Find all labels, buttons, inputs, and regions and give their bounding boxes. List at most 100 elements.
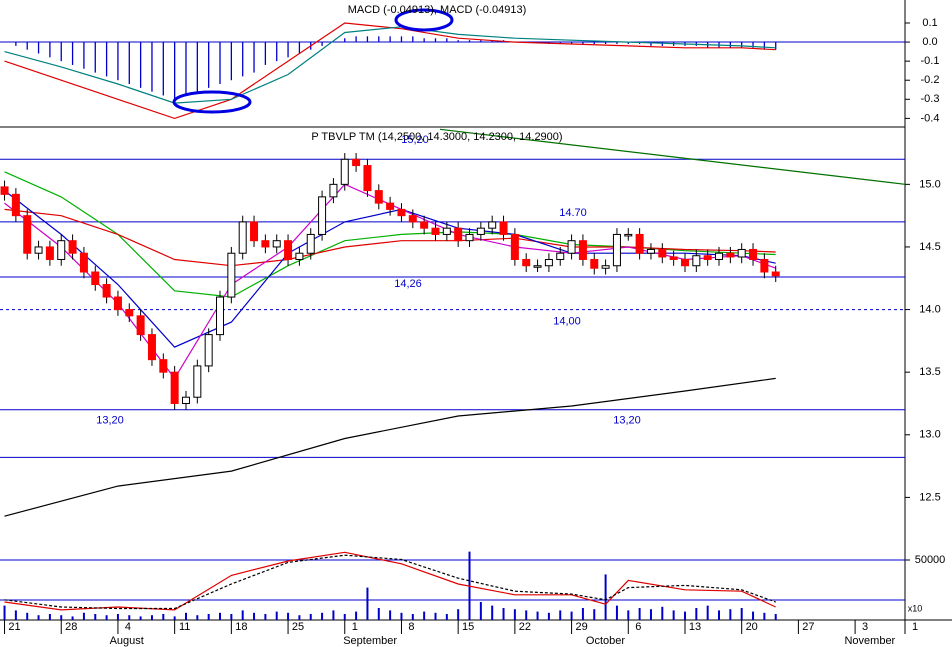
candle-body (91, 271, 100, 286)
candle-body (454, 227, 463, 242)
candle-body (68, 240, 77, 254)
candle-body (499, 221, 508, 235)
candle-body (442, 227, 451, 235)
candle-body (125, 309, 134, 317)
candle-body (408, 215, 417, 223)
candle-body (635, 233, 644, 254)
candle-body (216, 296, 225, 336)
candle-body (306, 233, 315, 254)
y-tick-label: -0.3 (921, 93, 940, 105)
price-title: P TBVLP TM (14,2500, 14.3000, 14.2300, 1… (311, 131, 562, 143)
candle-body (23, 215, 32, 254)
y-tick-label: 0.1 (922, 17, 937, 29)
y-tick-label: 50000 (915, 554, 946, 566)
candle-body (737, 248, 746, 258)
candle-body (510, 233, 519, 260)
candle-body (295, 252, 304, 260)
candle-body (624, 233, 633, 237)
x-tick-label: 22 (519, 621, 531, 633)
candle-body (386, 202, 395, 210)
candle-body (488, 221, 497, 229)
candle-body (79, 252, 88, 273)
candle-body (760, 258, 769, 273)
x-tick-label: 27 (802, 621, 814, 633)
highlight-ellipse (394, 8, 454, 32)
candle-body (692, 255, 701, 267)
series-line (4, 377, 776, 517)
series-line (4, 554, 776, 610)
x-tick-label: 15 (462, 621, 474, 633)
candle-body (646, 248, 655, 254)
candle-body (340, 158, 349, 185)
candle-body (522, 258, 531, 267)
y-tick-label: -0.4 (921, 112, 940, 124)
unit-label: x10 (908, 603, 923, 613)
candle-body (669, 256, 678, 260)
series-line (4, 22, 776, 120)
y-tick-label: 0.0 (922, 36, 937, 48)
y-tick-label: 15.0 (919, 178, 940, 190)
candle-body (329, 183, 338, 198)
month-label: October (586, 635, 625, 647)
candle-body (612, 233, 621, 267)
candle-body (159, 359, 168, 373)
candle-body (578, 240, 587, 260)
macd-title: MACD (-0.04913), MACD (-0.04913) (348, 4, 527, 16)
candle-body (465, 233, 474, 242)
candle-body (431, 227, 440, 235)
candle-body (601, 265, 610, 269)
candle-body (352, 158, 361, 167)
candle-body (170, 371, 179, 404)
level-label: 14.70 (559, 207, 587, 219)
candle-body (11, 193, 20, 217)
candle-body (284, 240, 293, 260)
month-label: August (110, 635, 144, 647)
candle-body (567, 240, 576, 254)
month-label: November (844, 635, 895, 647)
y-tick-label: 13.0 (919, 429, 940, 441)
x-tick-label: 28 (65, 621, 77, 633)
candle-body (250, 221, 259, 242)
candle-body (34, 246, 43, 254)
candle-body (318, 196, 327, 235)
candle-body (147, 334, 156, 361)
candle-body (533, 265, 542, 268)
x-tick-label: 25 (292, 621, 304, 633)
candle-body (544, 258, 553, 267)
month-label: September (343, 635, 397, 647)
x-tick-label: 1 (912, 621, 918, 633)
x-tick-label: 4 (125, 621, 131, 633)
candle-body (113, 296, 122, 311)
y-tick-label: 14.5 (919, 241, 940, 253)
level-label: 15,20 (401, 134, 429, 146)
x-tick-label: 29 (575, 621, 587, 633)
candle-body (420, 221, 429, 229)
candle-body (363, 165, 372, 192)
plot: 0.10.0-0.1-0.2-0.3-0.415.014.514.013.513… (0, 17, 945, 647)
candle-body (0, 186, 9, 195)
x-tick-label: 20 (746, 621, 758, 633)
candle-body (261, 240, 270, 248)
candle-body (238, 221, 247, 254)
candle-body (397, 208, 406, 217)
level-label: 14,26 (394, 278, 422, 290)
level-label: 14,00 (553, 315, 581, 327)
candle-body (703, 255, 712, 260)
x-tick-label: 21 (8, 621, 20, 633)
x-tick-label: 13 (689, 621, 701, 633)
candle-body (658, 248, 667, 258)
y-tick-label: 13.5 (919, 366, 940, 378)
x-tick-label: 18 (235, 621, 247, 633)
candle-body (136, 315, 145, 336)
candle-body (476, 227, 485, 235)
candle-body (715, 252, 724, 260)
candle-body (193, 365, 202, 398)
highlight-ellipse (172, 90, 252, 114)
candle-body (771, 271, 780, 277)
candle-body (102, 284, 111, 298)
series-line (439, 128, 906, 185)
candle-body (45, 246, 54, 260)
candle-body (272, 240, 281, 248)
